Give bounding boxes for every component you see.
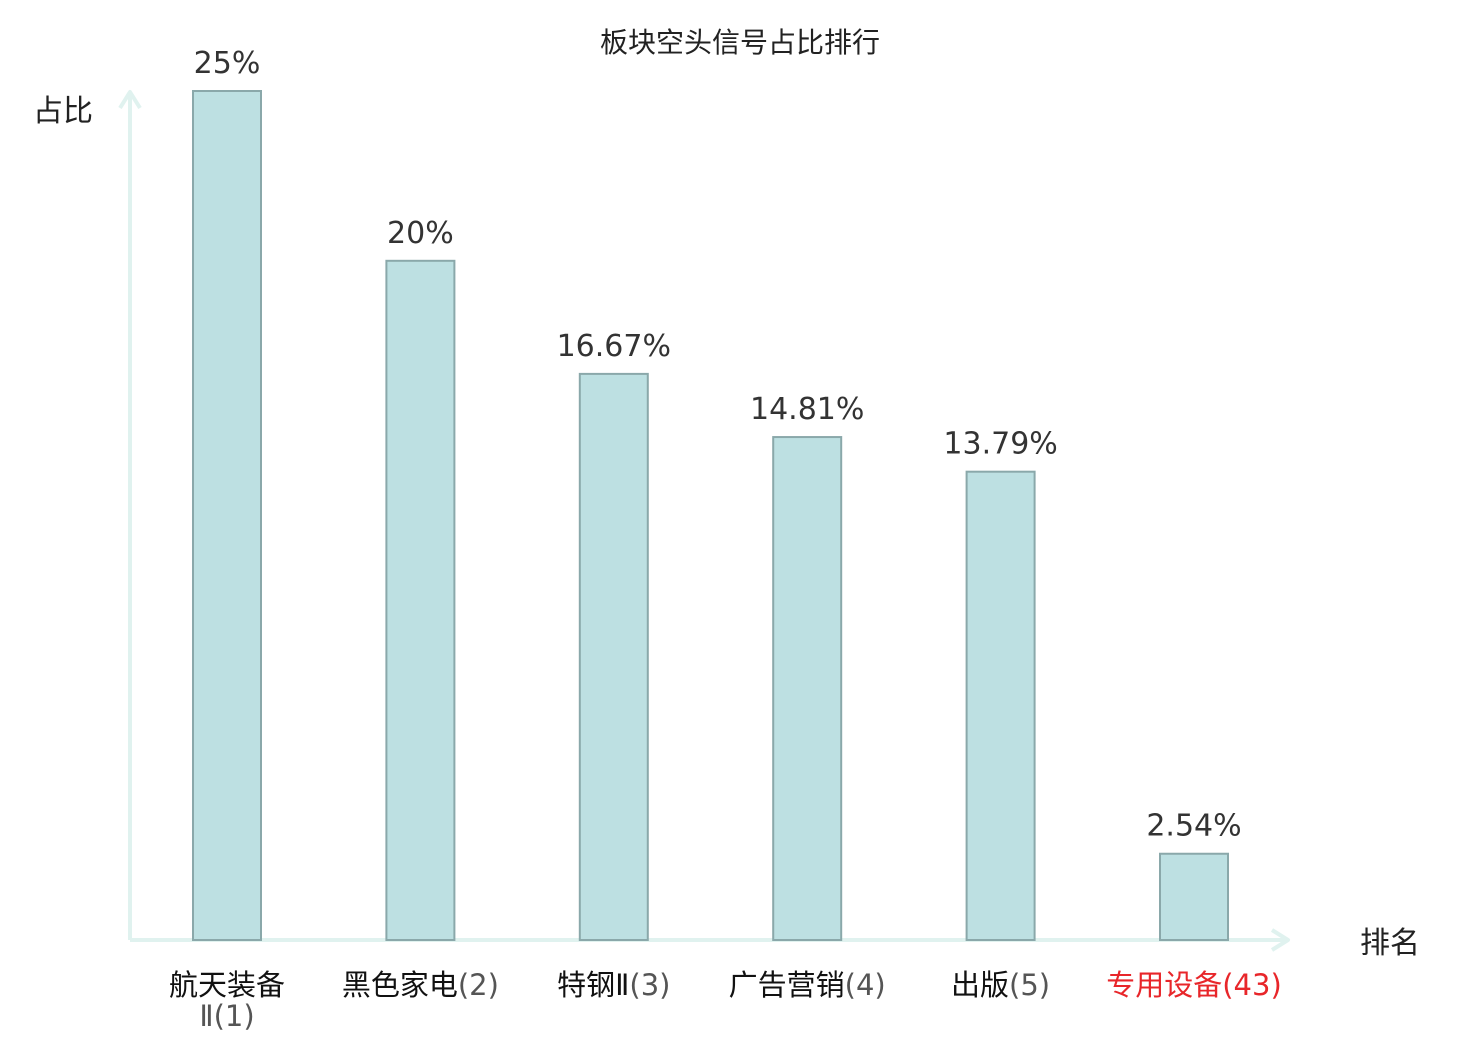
bar-4 <box>772 436 843 941</box>
category-label-4: 广告营销(4) <box>729 968 886 1002</box>
category-label-3: 特钢Ⅱ(3) <box>557 968 670 1002</box>
value-label-1: 25% <box>194 46 261 81</box>
bar-1 <box>192 90 262 941</box>
value-labels-group: 25% 20% 16.67% 14.81% 13.79% 2.54% <box>194 46 1242 844</box>
bar-2 <box>385 259 456 941</box>
value-label-6: 2.54% <box>1146 809 1241 844</box>
y-axis-arrow <box>118 90 142 110</box>
axes <box>118 90 1290 952</box>
bars-group <box>192 90 1229 942</box>
category-label-5: 出版(5) <box>951 968 1050 1002</box>
category-label-1-line2: Ⅱ(1) <box>199 999 254 1033</box>
bar-5 <box>965 470 1036 941</box>
category-label-6: 专用设备(43) <box>1106 968 1282 1002</box>
bar-3 <box>578 372 649 942</box>
value-label-4: 14.81% <box>750 392 864 427</box>
value-label-5: 13.79% <box>943 427 1057 462</box>
category-label-1: 航天装备 <box>169 968 285 1002</box>
bar-6 <box>1159 852 1229 941</box>
y-axis-label: 占比 <box>33 94 93 129</box>
category-label-2: 黑色家电(2) <box>342 968 499 1002</box>
value-label-3: 16.67% <box>557 329 671 364</box>
x-axis-arrow <box>1270 928 1290 952</box>
chart-title: 板块空头信号占比排行 <box>600 26 880 59</box>
x-axis-label: 排名 <box>1360 926 1420 961</box>
value-label-2: 20% <box>387 216 454 251</box>
